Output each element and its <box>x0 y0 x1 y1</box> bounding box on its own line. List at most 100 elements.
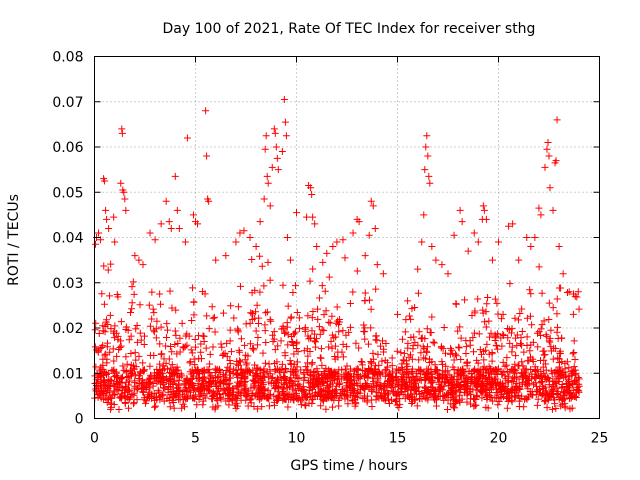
data-point <box>444 396 452 404</box>
data-point <box>380 382 388 390</box>
data-point <box>206 382 214 390</box>
data-point <box>422 143 430 151</box>
data-point <box>154 369 162 377</box>
data-point <box>541 163 549 171</box>
data-point <box>254 341 262 349</box>
data-point <box>132 356 140 364</box>
data-point <box>401 328 409 336</box>
data-point <box>437 344 445 352</box>
data-point <box>127 350 135 358</box>
data-point <box>258 376 266 384</box>
data-point <box>130 290 138 298</box>
data-point <box>271 367 279 375</box>
data-point <box>435 388 443 396</box>
data-point <box>259 373 267 381</box>
data-point <box>402 316 410 324</box>
data-point <box>363 398 371 406</box>
data-point <box>210 377 218 385</box>
data-point <box>369 374 377 382</box>
data-point <box>323 382 331 390</box>
data-point <box>509 220 517 228</box>
data-point <box>200 366 208 374</box>
data-point <box>290 341 298 349</box>
data-point <box>538 289 546 297</box>
data-point <box>552 157 560 165</box>
data-point <box>458 218 466 226</box>
data-point <box>515 391 523 399</box>
data-point <box>427 386 435 394</box>
data-point <box>292 328 300 336</box>
data-point <box>570 363 578 371</box>
data-point <box>270 125 278 133</box>
y-tick-label: 0.08 <box>52 50 83 66</box>
data-point <box>476 380 484 388</box>
data-point <box>226 356 234 364</box>
data-point <box>232 404 240 412</box>
data-point <box>334 375 342 383</box>
data-point <box>494 310 502 318</box>
data-point <box>173 206 181 214</box>
data-point <box>454 375 462 383</box>
data-point <box>248 256 256 264</box>
data-point <box>442 378 450 386</box>
data-point <box>110 366 118 374</box>
data-point <box>119 362 127 370</box>
x-tick-labels: 0 5 10 15 20 25 <box>90 431 608 447</box>
data-point <box>452 300 460 308</box>
data-point <box>555 368 563 376</box>
data-point <box>233 357 241 365</box>
data-point <box>113 373 121 381</box>
x-tick-label: 15 <box>389 431 407 447</box>
data-point <box>456 323 464 331</box>
data-point <box>477 371 485 379</box>
data-point <box>400 356 408 364</box>
data-point <box>133 338 141 346</box>
data-point <box>323 249 331 257</box>
data-point <box>217 394 225 402</box>
data-point <box>406 378 414 386</box>
data-point <box>425 172 433 180</box>
data-point <box>410 376 418 384</box>
data-point <box>430 390 438 398</box>
data-point <box>271 346 279 354</box>
data-point <box>114 384 122 392</box>
data-point <box>247 395 255 403</box>
data-point <box>488 357 496 365</box>
data-point <box>545 152 553 160</box>
data-point <box>225 392 233 400</box>
data-point <box>306 334 314 342</box>
data-point <box>210 392 218 400</box>
data-point <box>480 206 488 214</box>
data-point <box>411 303 419 311</box>
data-point <box>270 392 278 400</box>
data-point <box>341 254 349 262</box>
data-point <box>473 392 481 400</box>
data-point <box>353 267 361 275</box>
data-point <box>351 376 359 384</box>
data-point <box>400 373 408 381</box>
data-point <box>103 215 111 223</box>
data-point <box>104 320 112 328</box>
data-point <box>172 331 180 339</box>
data-point <box>124 373 132 381</box>
data-point <box>544 394 552 402</box>
data-point <box>378 337 386 345</box>
data-point <box>365 231 373 239</box>
data-point <box>367 324 375 332</box>
data-point <box>288 392 296 400</box>
data-point <box>553 310 561 318</box>
data-point <box>492 332 500 340</box>
data-point <box>103 398 111 406</box>
data-point <box>415 365 423 373</box>
data-point <box>223 339 231 347</box>
data-point <box>375 389 383 397</box>
data-point <box>510 365 518 373</box>
data-point <box>399 377 407 385</box>
data-point <box>142 397 150 405</box>
data-point <box>266 390 274 398</box>
data-point <box>138 379 146 387</box>
data-point <box>266 370 274 378</box>
data-point <box>392 398 400 406</box>
data-point <box>152 402 160 410</box>
data-point <box>489 397 497 405</box>
